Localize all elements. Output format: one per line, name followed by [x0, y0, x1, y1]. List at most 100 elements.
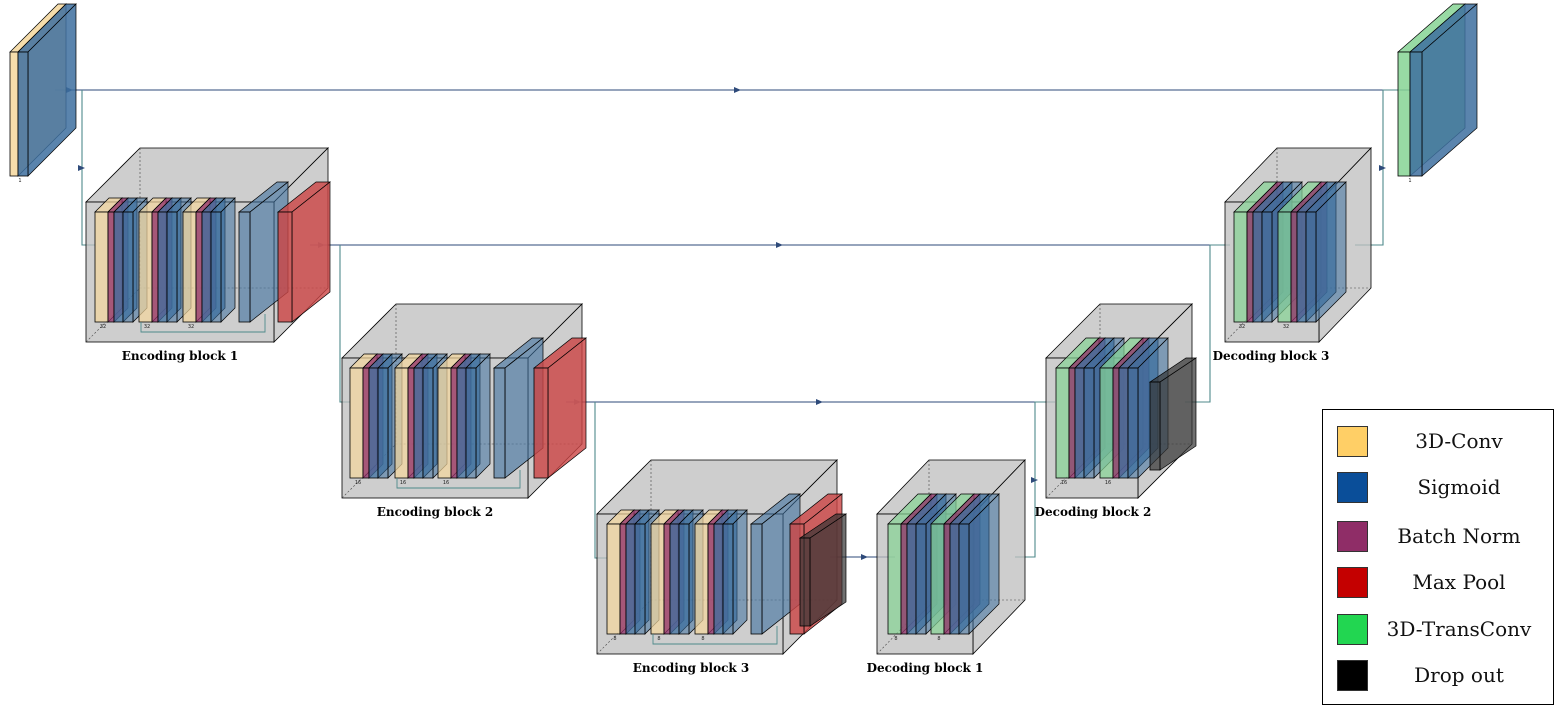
legend-item-3d-transconv: 3D-TransConv	[1337, 612, 1547, 646]
enc3-size-label-2: 8	[657, 636, 660, 642]
legend-label-3d-transconv: 3D-TransConv	[1386, 617, 1532, 641]
output-sigmoid-slab-front	[1409, 51, 1423, 177]
dec2-group-1-bn-front	[1068, 367, 1076, 479]
input-conv-slab-front	[9, 51, 19, 177]
enc3-group-3-sig2	[722, 509, 748, 635]
enc2-group-3-sig2-side	[475, 353, 491, 479]
enc3-group-3-sig2-side	[732, 509, 748, 635]
dec1-group-2-conv-front	[930, 523, 945, 635]
dec2-to-dec3-b	[1209, 244, 1230, 330]
legend-label-3d-conv: 3D-Conv	[1415, 429, 1503, 453]
enc3-group-2-conv-front	[650, 523, 665, 635]
dec1-group-1-sig2-front	[915, 523, 927, 635]
dec3-group-2-sig2	[1305, 181, 1347, 323]
up-arrow-3	[1379, 165, 1386, 171]
output-label: 1	[1408, 178, 1411, 184]
enc2-sigmoid-out	[492, 337, 545, 479]
legend-label-max-pool: Max Pool	[1412, 570, 1506, 594]
input-sigmoid-slab-front	[17, 51, 29, 177]
enc1-residual	[140, 314, 266, 333]
enc3-size-label-1: 8	[613, 636, 616, 642]
dec1-group-2-sig1-front	[949, 523, 960, 635]
legend-item-sigmoid: Sigmoid	[1337, 470, 1547, 504]
enc2-sigmoid-out-front	[493, 367, 506, 479]
dec3-size-label-2: 32	[1283, 324, 1289, 330]
enc3-group-2-bn-front	[663, 523, 671, 635]
bottleneck-arrow	[861, 554, 868, 560]
enc2-group-3-bn-front	[450, 367, 458, 479]
dec2-group-1-sig2-front	[1083, 367, 1095, 479]
enc1-group-2-sig1-front	[157, 211, 168, 323]
enc1-group-1-conv-front	[94, 211, 109, 323]
enc2-group-2-sig2-front	[422, 367, 434, 479]
legend-label-batch-norm: Batch Norm	[1397, 524, 1521, 548]
input-sigmoid-slab	[17, 3, 77, 177]
enc1-group-3-sig1-front	[201, 211, 212, 323]
dec2-group-2-bn-front	[1112, 367, 1120, 479]
dec1-group-1-conv-front	[887, 523, 902, 635]
enc1-group-2-bn-front	[151, 211, 159, 323]
enc1-maxpool	[276, 181, 332, 323]
legend-item-batch-norm: Batch Norm	[1337, 519, 1547, 553]
dec3-group-2-bn-front	[1290, 211, 1298, 323]
enc3-group-1-bn-front	[619, 523, 627, 635]
enc1-group-3-sig2-side	[220, 197, 236, 323]
legend-swatch-batch-norm	[1337, 520, 1368, 552]
enc2-block: 16 16 16	[341, 303, 588, 499]
enc2-group-2-conv-front	[394, 367, 409, 479]
skip-arrow-top	[734, 87, 741, 93]
enc2-size-label-3: 16	[443, 480, 449, 486]
enc2-group-3-conv-front	[437, 367, 452, 479]
dec1-caption: Decoding block 1	[867, 661, 984, 675]
dec1-box-back-edge	[876, 599, 1025, 655]
enc1-group-3-sig2	[210, 197, 236, 323]
dec2-group-1-sig1-front	[1074, 367, 1085, 479]
output-sigmoid-slab	[1409, 3, 1478, 177]
enc2-group-3-sig2-front	[465, 367, 477, 479]
enc1-group-3-sig2-front	[210, 211, 222, 323]
enc1-group-1-sig2-front	[122, 211, 134, 323]
dec2-group-2-sig1-front	[1118, 367, 1129, 479]
legend-swatch-3d-transconv	[1337, 613, 1368, 645]
legend-item-max-pool: Max Pool	[1337, 565, 1547, 599]
enc2-maxpool-front	[533, 367, 549, 479]
enc2-group-3-sig1-front	[456, 367, 467, 479]
dec3-group-2-sig2-front	[1305, 211, 1317, 323]
enc1-group-3-conv-front	[182, 211, 197, 323]
legend-item-drop-out: Drop out	[1337, 658, 1547, 692]
legend-swatch-drop-out	[1337, 659, 1368, 691]
legend-swatch-max-pool	[1337, 566, 1368, 598]
enc3-group-3-sig2-front	[722, 523, 734, 635]
legend-label-drop-out: Drop out	[1414, 663, 1504, 687]
enc2-group-3-sig2	[465, 353, 491, 479]
dec3-group-1-sig1-front	[1252, 211, 1263, 323]
dec2-size-label-2: 16	[1105, 480, 1111, 486]
dec1-group-2-sig2	[958, 493, 1000, 635]
skip-arrow-3	[816, 399, 823, 405]
enc1-group-3-bn-front	[195, 211, 203, 323]
captions: Encoding block 1 Encoding block 2 Encodi…	[122, 349, 1330, 675]
dec3-group-1-sig2-front	[1261, 211, 1273, 323]
enc3-group-3-sig1-front	[713, 523, 724, 635]
enc1-caption: Encoding block 1	[122, 349, 239, 363]
enc1-size-label-1: 32	[100, 324, 106, 330]
enc3-dropout-front	[799, 537, 811, 627]
enc2-group-1-sig2-front	[377, 367, 389, 479]
enc3-residual	[652, 626, 778, 645]
enc1-maxpool-front	[277, 211, 293, 323]
enc1-group-2-sig2-front	[166, 211, 178, 323]
dec1-group-1-sig1-front	[906, 523, 917, 635]
enc1-group-2-conv-front	[138, 211, 153, 323]
enc3-size-label-3: 8	[701, 636, 704, 642]
dec1-size-label-1: 8	[894, 636, 897, 642]
dec2-dropout-front	[1149, 381, 1161, 471]
enc2-group-2-bn-front	[407, 367, 415, 479]
enc2-group-1-bn-front	[362, 367, 370, 479]
enc2-group-2-sig1-front	[413, 367, 424, 479]
dec1-size-label-2: 8	[937, 636, 940, 642]
enc3-sigmoid-out-front	[750, 523, 763, 635]
dec3-group-2-sig1-front	[1296, 211, 1307, 323]
dec3-group-1-conv-front	[1233, 211, 1248, 323]
enc1-group-1-bn-front	[107, 211, 115, 323]
